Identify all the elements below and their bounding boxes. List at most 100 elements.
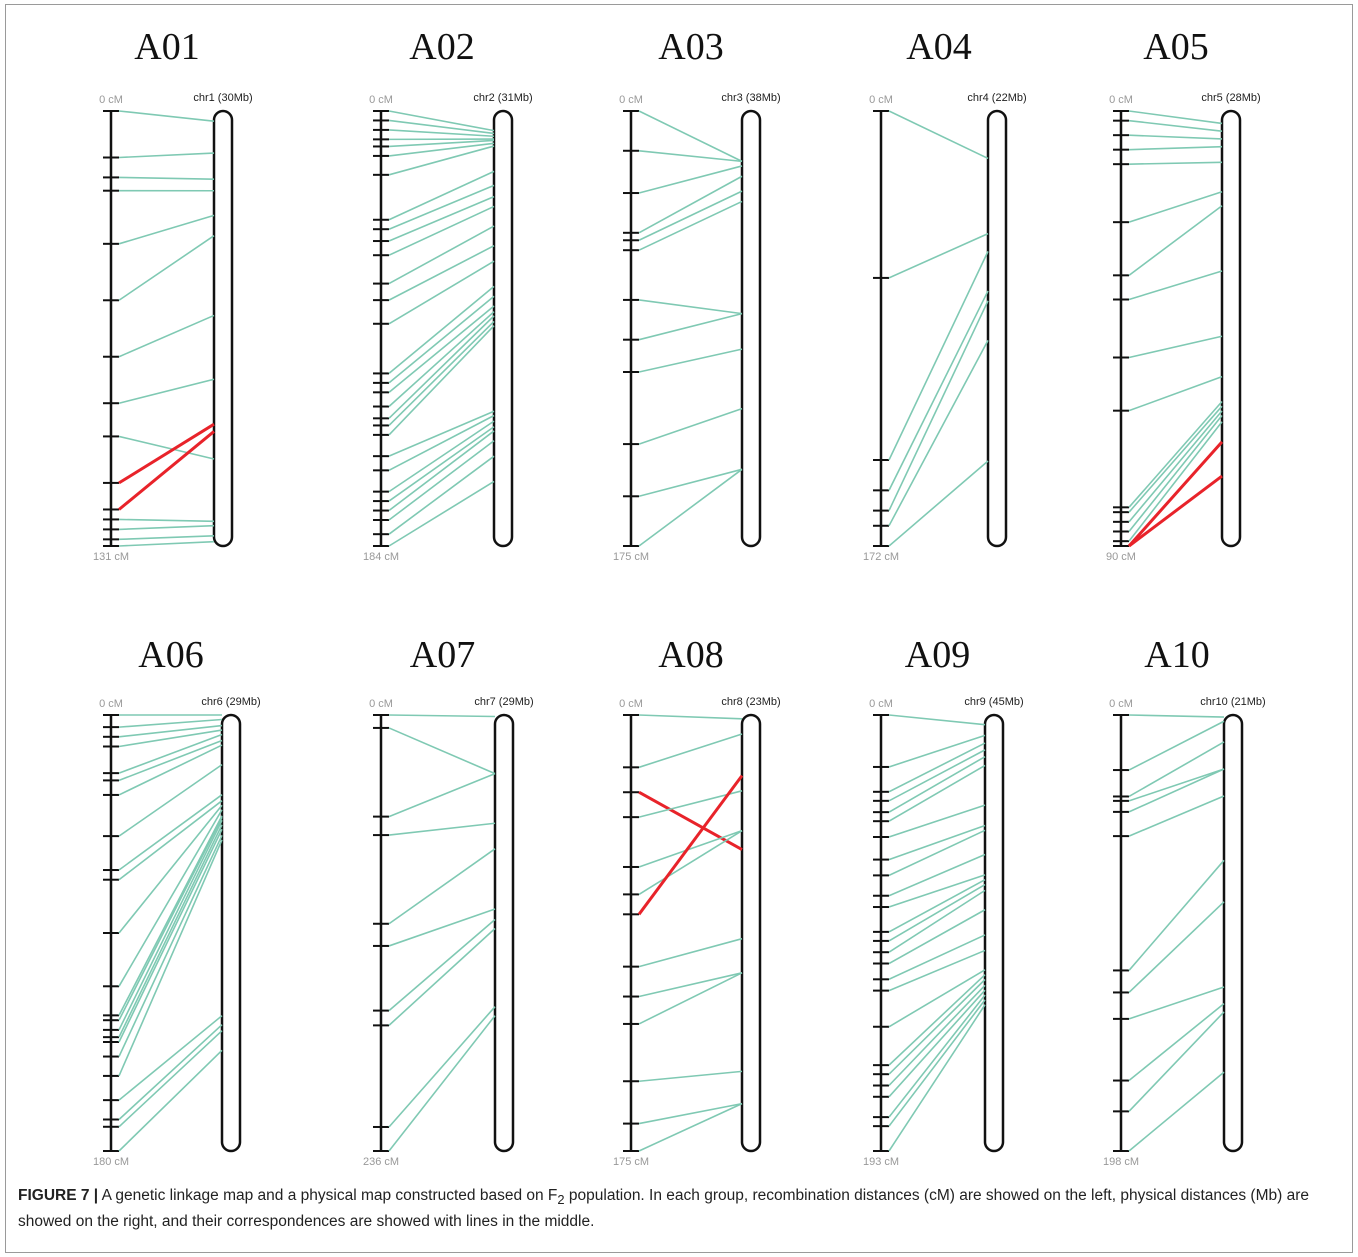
chromosome-bar — [492, 109, 514, 548]
chromosome-label: chr10 (21Mb) — [1200, 696, 1265, 708]
marker-link — [888, 829, 986, 877]
marker-link — [888, 874, 986, 908]
marker-link — [388, 225, 495, 285]
marker-link — [388, 727, 496, 775]
group-title: A05 — [1143, 26, 1208, 68]
marker-link — [638, 1102, 743, 1152]
chromosome-label: chr7 (29Mb) — [474, 696, 533, 708]
chromosome-bar — [983, 713, 1005, 1153]
marker-link — [118, 724, 223, 738]
marker-link — [118, 839, 223, 1077]
marker-link — [388, 195, 495, 242]
marker-link — [1128, 901, 1225, 994]
marker-link — [388, 119, 495, 135]
marker-link — [118, 152, 215, 159]
marker-link — [118, 176, 215, 180]
axis-tick-label: 198 cM — [1103, 1156, 1139, 1168]
marker-link — [118, 314, 215, 358]
marker-link — [888, 742, 986, 793]
marker-link — [638, 299, 743, 315]
marker-link — [888, 883, 986, 942]
marker-link — [888, 889, 986, 953]
marker-link — [638, 972, 743, 1025]
marker-link — [888, 804, 986, 838]
marker-link — [388, 305, 495, 393]
marker-link — [638, 790, 743, 818]
axis-tick-label: 0 cM — [619, 698, 643, 710]
marker-link — [1128, 405, 1223, 513]
marker-link — [118, 729, 223, 748]
axis-tick-label: 0 cM — [619, 94, 643, 106]
marker-link — [1128, 110, 1223, 125]
marker-link — [118, 763, 223, 837]
marker-link — [888, 999, 986, 1127]
marker-link — [1128, 410, 1223, 523]
marker-link — [888, 110, 989, 160]
marker-link — [388, 311, 495, 408]
marker-link — [118, 819, 223, 1031]
marker-link — [888, 949, 986, 992]
marker-link — [388, 714, 496, 718]
marker-link — [638, 312, 743, 341]
chromosome-bar — [740, 713, 762, 1153]
chromosome-label: chr5 (28Mb) — [1201, 92, 1260, 104]
marker-link — [118, 524, 215, 531]
inversion-link — [1128, 474, 1223, 548]
marker-link — [638, 407, 743, 445]
marker-link — [388, 414, 495, 472]
marker-link — [388, 455, 495, 535]
marker-link — [638, 829, 743, 896]
marker-link — [888, 714, 986, 726]
axis-tick-label: 0 cM — [369, 94, 393, 106]
marker-link — [118, 744, 223, 796]
marker-link — [1128, 1002, 1225, 1082]
marker-link — [118, 214, 215, 245]
marker-link — [1128, 714, 1225, 718]
caption: FIGURE 7 | A genetic linkage map and a p… — [18, 1185, 1338, 1233]
group-title: A01 — [134, 26, 199, 68]
marker-link — [1128, 414, 1223, 533]
marker-link — [388, 170, 495, 221]
axis-tick-label: 0 cM — [99, 698, 123, 710]
caption-text: A genetic linkage map and a physical map… — [98, 1187, 558, 1204]
marker-link — [888, 755, 986, 813]
marker-link — [888, 339, 989, 527]
group-title: A10 — [1144, 634, 1209, 676]
axis-tick-label: 236 cM — [363, 1156, 399, 1168]
marker-link — [1128, 205, 1223, 276]
marker-link — [1128, 768, 1225, 813]
marker-link — [638, 733, 743, 769]
group-title: A08 — [658, 634, 723, 676]
axis-tick-label: 172 cM — [863, 551, 899, 563]
marker-link — [888, 232, 989, 279]
marker-link — [1128, 191, 1223, 223]
marker-link — [388, 918, 496, 1012]
marker-link — [888, 989, 986, 1098]
marker-link — [1128, 768, 1225, 802]
inversion-link — [1127, 440, 1224, 547]
marker-link — [388, 244, 495, 301]
inversion-link — [638, 790, 743, 851]
chromosome-bar — [1222, 713, 1244, 1153]
axis-tick-label: 0 cM — [99, 94, 123, 106]
axis-tick-label: 175 cM — [613, 551, 649, 563]
inversion-link — [637, 774, 744, 916]
marker-link — [388, 430, 495, 512]
marker-link — [888, 251, 989, 461]
axis-tick-label: 0 cM — [869, 94, 893, 106]
marker-link — [388, 420, 495, 493]
group-title: A04 — [906, 26, 971, 68]
marker-link — [1128, 161, 1223, 165]
marker-link — [1128, 741, 1225, 798]
marker-link — [388, 908, 496, 947]
chromosome-bar — [493, 713, 515, 1153]
marker-link — [638, 714, 743, 720]
inversion-link — [118, 430, 215, 511]
marker-link — [888, 984, 986, 1087]
marker-link — [1128, 375, 1223, 412]
marker-link — [638, 829, 743, 868]
axis-tick-label: 131 cM — [93, 551, 129, 563]
group-title: A02 — [409, 26, 474, 68]
marker-link — [388, 1015, 496, 1152]
marker-link — [388, 145, 495, 176]
